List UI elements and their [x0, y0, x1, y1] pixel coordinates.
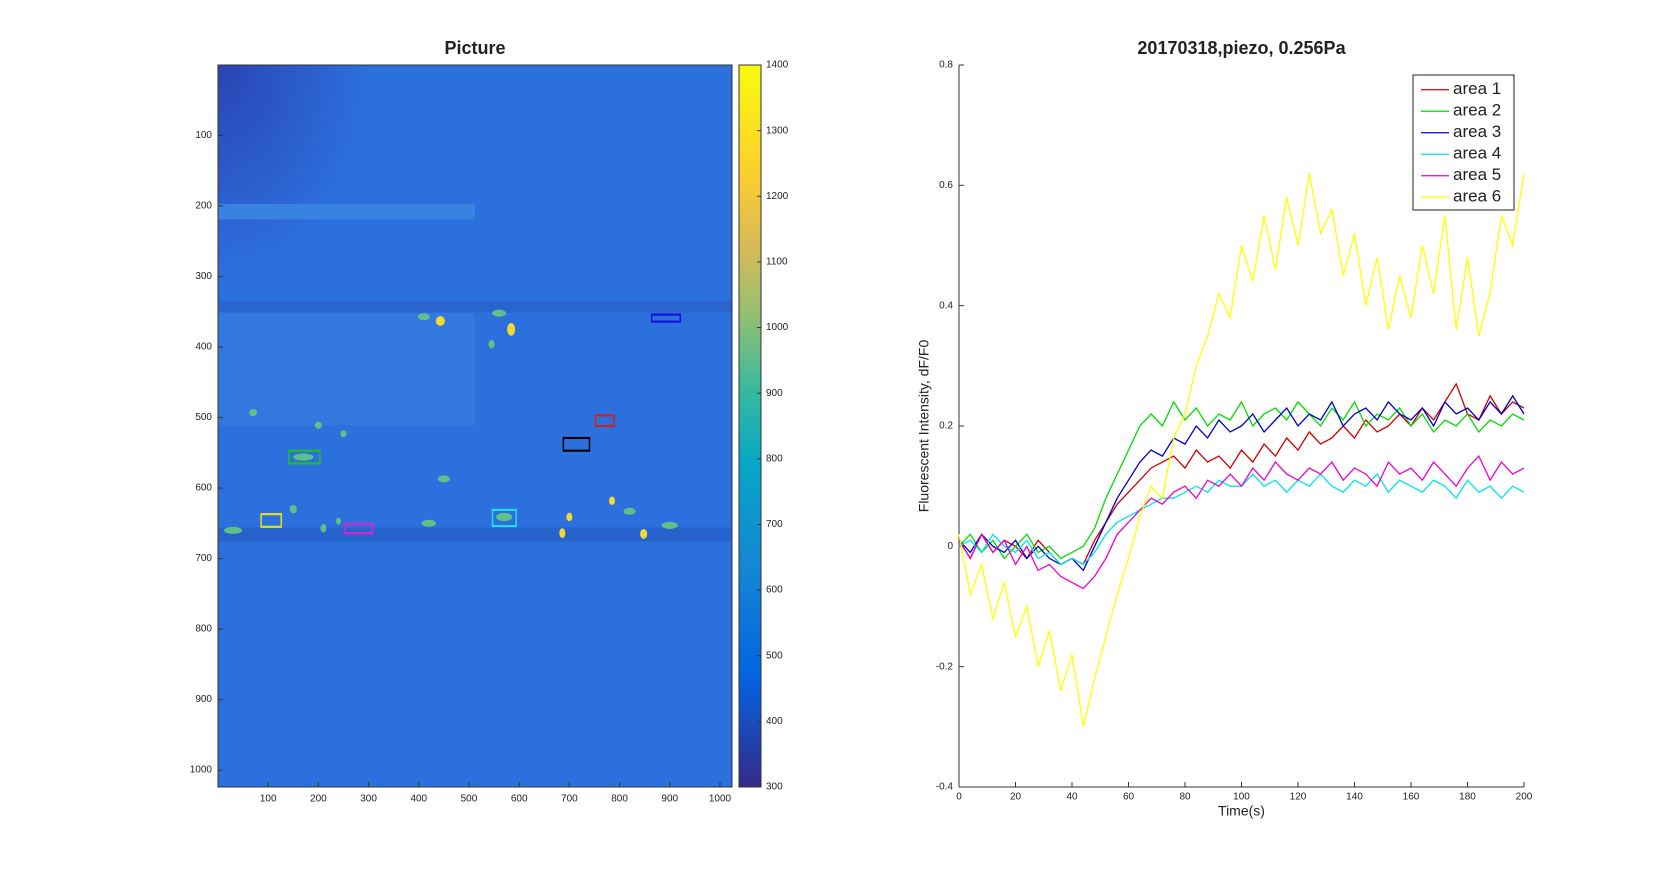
y-tick-label: 600 [195, 483, 212, 494]
x-tick-label: 40 [1066, 792, 1078, 803]
series-line [958, 454, 1525, 590]
y-tick-label: 1000 [190, 765, 213, 776]
y-tick-label: 400 [195, 342, 212, 353]
x-tick-label: 400 [410, 794, 427, 805]
legend-label: area 1 [1453, 79, 1501, 98]
series-line [958, 173, 1525, 727]
y-tick-label: -0.2 [936, 661, 954, 672]
y-tick-label: 0 [947, 541, 953, 552]
colorbar-tick-label: 300 [766, 782, 783, 793]
legend-label: area 6 [1453, 187, 1501, 206]
y-tick-label: 300 [195, 271, 212, 282]
x-tick-label: 500 [461, 794, 478, 805]
series-line [958, 400, 1525, 560]
legend-label: area 4 [1453, 144, 1501, 163]
x-tick-label: 300 [360, 794, 377, 805]
x-tick-label: 20 [1010, 792, 1022, 803]
y-tick-label: 0.8 [939, 60, 953, 71]
y-tick-label: 0.6 [939, 180, 953, 191]
x-tick-label: 180 [1459, 792, 1476, 803]
x-tick-label: 120 [1290, 792, 1307, 803]
colorbar-tick-label: 1100 [766, 257, 788, 268]
x-tick-label: 600 [511, 794, 528, 805]
x-tick-label: 0 [956, 792, 962, 803]
y-tick-label: 0.2 [939, 421, 953, 432]
chart-title: Picture [444, 38, 505, 58]
legend-label: area 2 [1453, 101, 1501, 120]
x-tick-label: 100 [1233, 792, 1250, 803]
y-tick-label: 800 [195, 624, 212, 635]
y-tick-label: 0.4 [939, 300, 953, 311]
x-tick-label: 700 [561, 794, 578, 805]
y-tick-label: 100 [195, 130, 212, 141]
chart-title: 20170318,piezo, 0.256Pa [1137, 38, 1346, 58]
legend-label: area 5 [1453, 165, 1501, 184]
x-tick-label: 900 [661, 794, 678, 805]
x-tick-label: 160 [1403, 792, 1420, 803]
colorbar-tick-label: 600 [766, 585, 783, 596]
x-axis-label: Time(s) [1218, 803, 1265, 819]
image-frame [217, 64, 733, 788]
colorbar-tick-label: 1300 [766, 125, 789, 136]
x-tick-label: 60 [1123, 792, 1135, 803]
y-tick-label: 700 [195, 553, 212, 564]
x-tick-label: 200 [1516, 792, 1533, 803]
colorbar-tick-label: 800 [766, 453, 783, 464]
y-tick-label: 900 [195, 694, 212, 705]
x-tick-label: 1000 [709, 794, 732, 805]
colorbar-tick-label: 900 [766, 388, 783, 399]
legend-box [1412, 74, 1515, 211]
y-tick-label: 200 [195, 201, 212, 212]
colorbar-tick-label: 1000 [766, 322, 789, 333]
series-line [958, 394, 1525, 572]
heatmap-image [218, 65, 732, 787]
legend-label: area 3 [1453, 122, 1501, 141]
y-tick-label: 500 [195, 412, 212, 423]
colorbar-tick-label: 700 [766, 519, 783, 530]
x-tick-label: 80 [1179, 792, 1191, 803]
colorbar [738, 64, 762, 788]
y-axis-label: Fluorescent Intensity, dF/F0 [916, 340, 932, 513]
series-line [958, 473, 1525, 566]
x-tick-label: 100 [260, 794, 277, 805]
colorbar-tick-label: 500 [766, 650, 783, 661]
x-tick-label: 200 [310, 794, 327, 805]
x-tick-label: 140 [1346, 792, 1363, 803]
colorbar-tick-label: 1400 [766, 60, 789, 71]
x-tick-label: 800 [611, 794, 628, 805]
series-line [958, 382, 1525, 566]
colorbar-tick-label: 1200 [766, 191, 789, 202]
colorbar-tick-label: 400 [766, 716, 783, 727]
y-tick-label: -0.4 [936, 782, 954, 793]
